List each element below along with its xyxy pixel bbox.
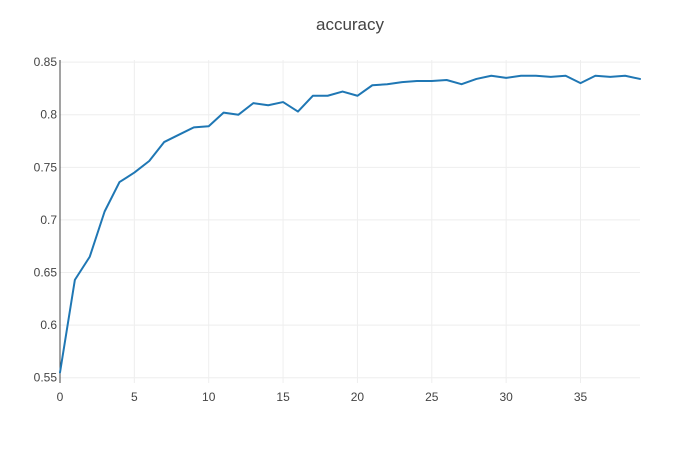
x-tick-label: 10: [202, 390, 216, 404]
x-tick-label: 25: [425, 390, 439, 404]
y-axis-ticks: 0.55 0.6 0.65 0.7 0.75 0.8 0.85: [34, 55, 58, 385]
grid-lines: [60, 60, 640, 383]
x-axis-ticks: 0 5 10 15 20 25 30 35: [57, 390, 588, 404]
y-tick-label: 0.65: [34, 266, 58, 280]
y-tick-label: 0.75: [34, 160, 58, 174]
x-tick-label: 35: [574, 390, 588, 404]
chart-title: accuracy: [316, 15, 385, 34]
y-tick-label: 0.7: [40, 213, 57, 227]
y-tick-label: 0.6: [40, 318, 57, 332]
x-tick-label: 20: [351, 390, 365, 404]
x-tick-label: 0: [57, 390, 64, 404]
x-tick-label: 5: [131, 390, 138, 404]
series-layer: [59, 74, 641, 374]
y-tick-label: 0.85: [34, 55, 58, 69]
y-tick-label: 0.55: [34, 371, 58, 385]
x-tick-label: 15: [276, 390, 290, 404]
series-line-accuracy: [59, 74, 641, 374]
x-tick-label: 30: [499, 390, 513, 404]
y-tick-label: 0.8: [40, 108, 57, 122]
